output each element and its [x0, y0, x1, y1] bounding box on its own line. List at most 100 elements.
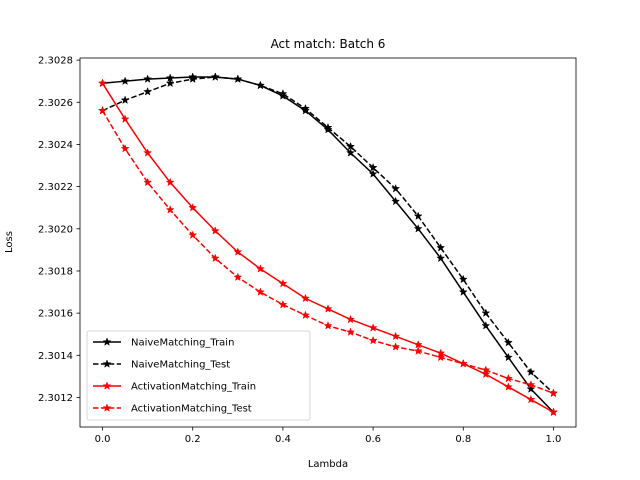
data-point-star [526, 380, 536, 389]
legend-marker-star [102, 359, 112, 368]
y-tick-label: 2.3024 [38, 140, 73, 151]
data-point-star [413, 224, 423, 233]
y-tick-label: 2.3022 [38, 182, 73, 193]
data-point-star [526, 367, 536, 376]
data-point-star [346, 148, 356, 157]
data-point-star [278, 278, 288, 288]
data-point-star [255, 80, 265, 90]
data-point-star [391, 196, 401, 206]
data-point-star [436, 253, 446, 263]
data-point-star [165, 78, 175, 88]
data-point-star [458, 287, 468, 296]
data-point-star [233, 247, 243, 256]
data-point-star [548, 388, 558, 398]
x-tick-label: 0.8 [455, 434, 471, 445]
legend-marker-star [102, 403, 112, 412]
data-point-star [323, 304, 333, 313]
data-point-star [346, 141, 356, 151]
legend-label: NaiveMatching_Train [131, 338, 234, 349]
data-point-star [458, 359, 468, 368]
data-point-star [210, 226, 220, 235]
data-point-star [278, 89, 288, 98]
data-point-star [503, 373, 513, 383]
data-point-star [300, 293, 310, 303]
data-point-star [503, 337, 513, 347]
data-point-star [346, 314, 356, 324]
legend-label: ActivationMatching_Train [131, 382, 256, 393]
data-point-star [120, 76, 130, 86]
data-point-star [413, 211, 423, 220]
data-point-star [165, 177, 175, 187]
y-tick-label: 2.3014 [38, 351, 73, 362]
data-point-star [458, 274, 468, 284]
data-point-star [481, 321, 491, 330]
data-point-star [278, 299, 288, 309]
x-axis-label: Lambda [308, 459, 348, 470]
data-point-star [210, 72, 220, 81]
data-point-star [368, 335, 378, 345]
data-point-star [323, 122, 333, 132]
data-point-star [120, 114, 130, 123]
data-point-star [98, 105, 108, 115]
chart-title: Act match: Batch 6 [271, 37, 386, 51]
x-tick-label: 1.0 [546, 434, 562, 445]
data-point-star [368, 162, 378, 172]
data-point-star [255, 287, 265, 296]
legend-marker-star [102, 337, 112, 346]
data-point-star [300, 310, 310, 320]
data-point-star [233, 74, 243, 83]
x-axis: 0.0 0.2 0.4 0.6 0.8 1.0 [95, 427, 562, 445]
y-axis-label: Loss [4, 231, 15, 253]
series-layer [98, 72, 558, 417]
x-tick-label: 0.4 [275, 434, 291, 445]
data-point-star [233, 272, 243, 282]
data-point-star [391, 184, 401, 193]
data-point-star [413, 346, 423, 355]
data-point-star [143, 87, 153, 96]
plot-frame [79, 57, 577, 428]
y-tick-label: 2.3018 [38, 266, 73, 277]
data-point-star [436, 243, 446, 252]
data-point-star [188, 230, 198, 239]
data-point-star [210, 253, 220, 263]
data-point-star [188, 74, 198, 83]
data-point-star [188, 202, 198, 212]
data-point-star [391, 331, 401, 341]
data-point-star [323, 321, 333, 330]
data-point-star [143, 148, 153, 157]
y-tick-label: 2.3020 [38, 224, 73, 235]
data-point-star [481, 308, 491, 317]
data-point-star [368, 323, 378, 332]
legend-box [86, 330, 311, 421]
y-tick-label: 2.3016 [38, 309, 73, 320]
data-point-star [481, 369, 491, 379]
x-tick-label: 0.2 [185, 434, 201, 445]
data-point-star [436, 352, 446, 362]
data-point-star [548, 407, 558, 417]
data-point-star [503, 352, 513, 362]
data-point-star [255, 264, 265, 273]
data-point-star [143, 177, 153, 187]
legend-marker-star [102, 381, 112, 390]
data-point-star [368, 169, 378, 178]
data-point-star [481, 365, 491, 374]
data-point-star [503, 382, 513, 391]
data-point-star [391, 342, 401, 351]
y-axis: 2.3012 2.3014 2.3016 2.3018 2.3020 2.3022 2.30… [38, 56, 80, 404]
y-tick-label: 2.3026 [38, 98, 73, 109]
data-point-star [526, 394, 536, 404]
data-point-star [526, 384, 536, 393]
legend-label: NaiveMatching_Test [131, 360, 230, 371]
data-point-star [300, 103, 310, 113]
data-point-star [120, 143, 130, 153]
data-point-star [346, 327, 356, 336]
legend-label: ActivationMatching_Test [131, 404, 252, 415]
y-tick-label: 2.3028 [38, 56, 73, 67]
x-tick-label: 0.0 [95, 434, 111, 445]
data-point-star [143, 74, 153, 83]
legend: NaiveMatching_Train NaiveMatching_Test Act… [86, 330, 311, 421]
data-point-star [120, 95, 130, 104]
x-tick-label: 0.6 [365, 434, 381, 445]
data-point-star [98, 78, 108, 88]
